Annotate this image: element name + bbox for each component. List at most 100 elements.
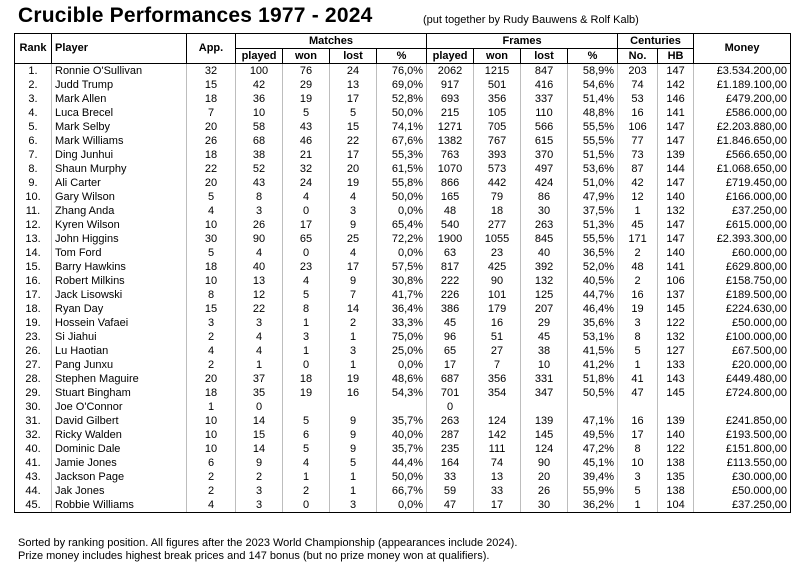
cell-player: Dominic Dale xyxy=(51,442,187,456)
cell-money: £189.500,00 xyxy=(693,288,792,302)
cell-frames-played: 866 xyxy=(426,176,475,190)
cell-matches-lost: 14 xyxy=(329,302,377,316)
cell-rank: 19. xyxy=(14,316,52,330)
cell-centuries-no: 19 xyxy=(617,302,659,316)
cell-matches-played: 3 xyxy=(235,316,283,330)
table-row: 8. Shaun Murphy 22 52 32 20 61,5% 1070 573 497 53,… xyxy=(14,162,792,176)
cell-matches-lost: 1 xyxy=(329,470,377,484)
cell-matches-pct: 65,4% xyxy=(375,218,428,232)
cell-matches-lost xyxy=(329,400,377,414)
cell-money: £158.750,00 xyxy=(693,274,792,288)
cell-money: £193.500,00 xyxy=(693,428,792,442)
cell-matches-pct: 0,0% xyxy=(375,358,428,372)
cell-player: Hossein Vafaei xyxy=(51,316,187,330)
cell-rank: 31. xyxy=(14,414,52,428)
cell-frames-played: 226 xyxy=(426,288,475,302)
cell-matches-won: 43 xyxy=(282,120,330,134)
cell-frames-lost: 615 xyxy=(520,134,569,148)
cell-matches-played: 100 xyxy=(235,63,283,78)
cell-frames-lost: 416 xyxy=(520,78,569,92)
table-row: 6. Mark Williams 26 68 46 22 67,6% 1382 767 615 55… xyxy=(14,134,792,148)
cell-player: Mark Williams xyxy=(51,134,187,148)
cell-matches-won: 3 xyxy=(282,330,330,344)
cell-appearances: 6 xyxy=(186,456,236,470)
cell-frames-won: 13 xyxy=(473,470,522,484)
cell-appearances: 18 xyxy=(186,148,236,162)
cell-frames-lost: 497 xyxy=(520,162,569,176)
cell-frames-pct: 47,1% xyxy=(567,414,619,428)
table-row: 15. Barry Hawkins 18 40 23 17 57,5% 817 425 392 52… xyxy=(14,260,792,274)
cell-matches-played: 68 xyxy=(235,134,283,148)
cell-matches-won: 5 xyxy=(282,106,330,120)
cell-money: £2.203.880,00 xyxy=(693,120,792,134)
cell-matches-won: 4 xyxy=(282,456,330,470)
cell-frames-pct: 40,5% xyxy=(567,274,619,288)
cell-matches-pct: 54,3% xyxy=(375,386,428,400)
cell-player: Luca Brecel xyxy=(51,106,187,120)
cell-frames-played: 1070 xyxy=(426,162,475,176)
table-row: 27. Pang Junxu 2 1 0 1 0,0% 17 7 10 41,2% 1 133 £20.0… xyxy=(14,358,792,372)
cell-centuries-hb: 138 xyxy=(657,484,695,498)
cell-money: £2.393.300,00 xyxy=(693,232,792,246)
table-row: 9. Ali Carter 20 43 24 19 55,8% 866 442 424 51,0% 4… xyxy=(14,176,792,190)
cell-frames-lost: 86 xyxy=(520,190,569,204)
cell-rank: 15. xyxy=(14,260,52,274)
cell-matches-won: 0 xyxy=(282,246,330,260)
cell-rank: 32. xyxy=(14,428,52,442)
cell-frames-pct: 47,2% xyxy=(567,442,619,456)
header-money: Money xyxy=(693,33,792,64)
cell-player: Jack Lisowski xyxy=(51,288,187,302)
cell-frames-pct: 52,0% xyxy=(567,260,619,274)
cell-matches-played: 43 xyxy=(235,176,283,190)
cell-matches-played: 22 xyxy=(235,302,283,316)
cell-frames-won: 425 xyxy=(473,260,522,274)
cell-player: Stuart Bingham xyxy=(51,386,187,400)
header-centuries: Centuries xyxy=(617,33,695,49)
cell-money: £724.800,00 xyxy=(693,386,792,400)
cell-appearances: 32 xyxy=(186,63,236,78)
table-body: 1. Ronnie O'Sullivan 32 100 76 24 76,0% 2062 121… xyxy=(14,63,792,513)
cell-appearances: 20 xyxy=(186,372,236,386)
cell-player: Ricky Walden xyxy=(51,428,187,442)
cell-matches-lost: 25 xyxy=(329,232,377,246)
cell-centuries-hb: 145 xyxy=(657,386,695,400)
cell-money: £241.850,00 xyxy=(693,414,792,428)
cell-matches-lost: 17 xyxy=(329,92,377,106)
cell-frames-lost: 132 xyxy=(520,274,569,288)
cell-frames-pct: 36,2% xyxy=(567,498,619,513)
cell-matches-pct: 0,0% xyxy=(375,246,428,260)
cell-frames-played: 48 xyxy=(426,204,475,218)
cell-frames-lost xyxy=(520,400,569,414)
cell-matches-pct: 25,0% xyxy=(375,344,428,358)
cell-player: John Higgins xyxy=(51,232,187,246)
cell-money: £151.800,00 xyxy=(693,442,792,456)
header-matches-lost: lost xyxy=(329,48,377,64)
cell-centuries-no: 16 xyxy=(617,288,659,302)
cell-frames-won: 1055 xyxy=(473,232,522,246)
cell-matches-pct xyxy=(375,400,428,414)
cell-frames-played: 63 xyxy=(426,246,475,260)
cell-money: £1.068.650,00 xyxy=(693,162,792,176)
cell-centuries-no: 10 xyxy=(617,456,659,470)
header-frames: Frames xyxy=(426,33,619,49)
cell-appearances: 2 xyxy=(186,330,236,344)
table-row: 7. Ding Junhui 18 38 21 17 55,3% 763 393 370 51,5%… xyxy=(14,148,792,162)
cell-matches-played: 9 xyxy=(235,456,283,470)
cell-matches-played: 52 xyxy=(235,162,283,176)
cell-frames-played: 1900 xyxy=(426,232,475,246)
cell-matches-won: 21 xyxy=(282,148,330,162)
cell-frames-pct: 41,5% xyxy=(567,344,619,358)
cell-centuries-no: 12 xyxy=(617,190,659,204)
cell-appearances: 26 xyxy=(186,134,236,148)
cell-frames-played: 215 xyxy=(426,106,475,120)
cell-matches-won: 8 xyxy=(282,302,330,316)
table-row: 10. Gary Wilson 5 8 4 4 50,0% 165 79 86 47,9% 12 140… xyxy=(14,190,792,204)
cell-appearances: 10 xyxy=(186,428,236,442)
header-centuries-no: No. xyxy=(617,48,659,64)
cell-frames-lost: 263 xyxy=(520,218,569,232)
cell-matches-played: 58 xyxy=(235,120,283,134)
cell-player: Jamie Jones xyxy=(51,456,187,470)
cell-player: Robbie Williams xyxy=(51,498,187,513)
cell-frames-played: 1382 xyxy=(426,134,475,148)
cell-frames-played: 917 xyxy=(426,78,475,92)
